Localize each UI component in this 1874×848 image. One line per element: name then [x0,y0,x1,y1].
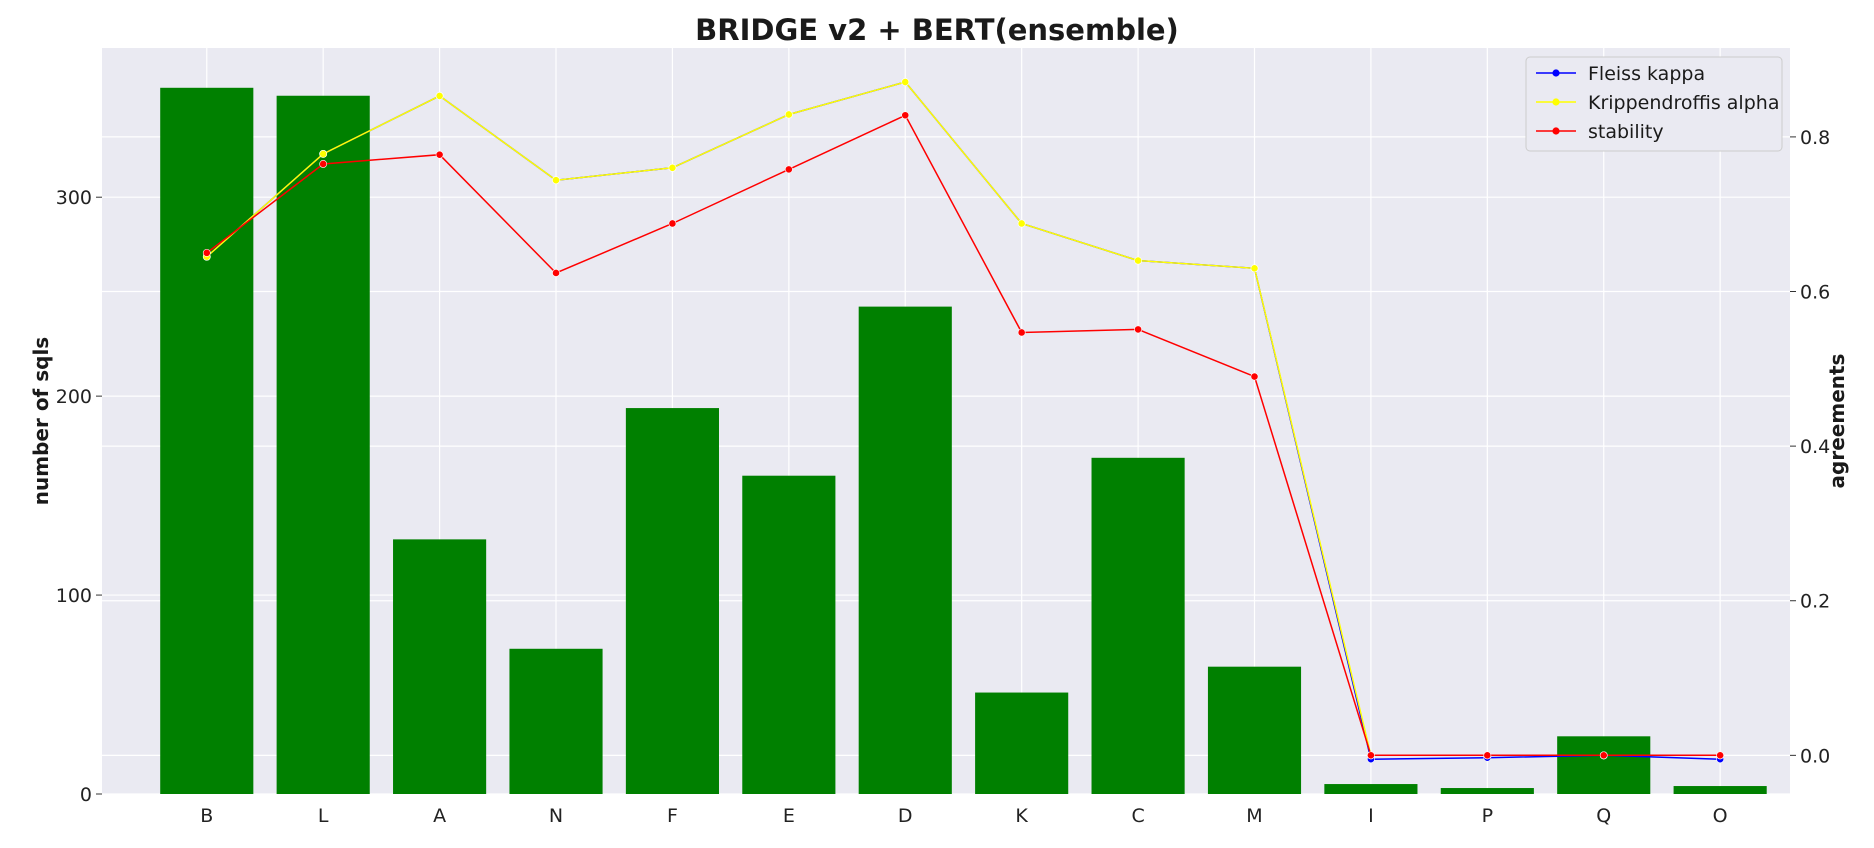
series-lines [202,78,1725,764]
bar-A [393,539,487,794]
bar-B [160,87,254,794]
series-point-2-M [1250,372,1259,381]
series-point-2-C [1134,325,1142,334]
x-tick-label: A [433,805,446,827]
y-tick-label: 100 [56,585,92,607]
bar-O [1673,786,1767,794]
legend-label-0: Fleiss kappa [1588,63,1705,85]
series-point-2-K [1017,328,1026,337]
y2-tick-label: 0.2 [1800,591,1830,613]
x-tick-label: O [1713,805,1728,827]
series-point-1-L [319,150,328,158]
bar-L [276,95,370,794]
series-point-2-D [901,111,910,120]
y-tick-label: 0 [80,784,92,806]
bar-P [1440,788,1534,794]
y-tick-label: 200 [56,386,92,408]
legend-marker-1 [1552,98,1560,106]
x-tick-label: L [318,805,329,827]
series-line-2 [206,114,1721,757]
series-point-2-N [552,269,560,277]
legend-marker-0 [1552,69,1560,77]
legend-label-1: Krippendroffis alpha [1588,92,1779,114]
series-point-2-O [1716,751,1725,760]
x-tick-label: M [1246,805,1262,827]
x-tick-label: N [549,805,563,827]
bar-F [625,408,719,794]
series-point-1-D [901,78,910,86]
x-tick-label: B [200,805,213,827]
y2-axis-label: agreements [1825,354,1849,489]
series-point-2-L [319,160,328,168]
x-tick-label: F [667,805,678,827]
series-point-2-F [668,219,677,228]
bar-M [1207,666,1302,794]
x-tick-label: C [1131,805,1144,827]
y-tick-label: 300 [56,187,92,209]
y2-axis-ticks: 0.0 0.2 0.4 0.6 0.8 [1790,127,1830,767]
legend: Fleiss kappa Krippendroffis alpha stabilit… [1525,56,1783,152]
x-tick-label: I [1368,805,1374,827]
legend-marker-2 [1552,127,1560,135]
y-axis-label: number of sqls [29,337,53,505]
bar-E [742,475,836,794]
series-point-2-B [202,248,211,257]
bar-D [858,306,952,794]
legend-box [1525,56,1783,152]
y2-tick-label: 0.6 [1800,282,1830,304]
series-point-2-Q [1599,751,1608,760]
series-point-2-P [1483,751,1492,760]
x-tick-label: E [783,805,795,827]
series-point-1-E [784,110,793,119]
y-axis-ticks: 0 100 200 300 [56,187,102,806]
y2-tick-label: 0.8 [1800,127,1830,149]
series-point-1-A [435,92,444,100]
series-point-1-K [1017,219,1026,228]
series-point-1-C [1134,256,1142,265]
series-point-2-E [784,165,793,174]
legend-label-2: stability [1588,121,1664,143]
series-point-1-F [668,163,677,172]
y2-tick-label: 0.4 [1800,436,1830,458]
bar-C [1091,457,1185,794]
bar-K [975,692,1069,794]
series-point-2-A [435,150,444,159]
bar-N [509,648,603,794]
x-tick-label: D [898,805,913,827]
bar-I [1324,784,1418,794]
y2-tick-label: 0.0 [1800,745,1830,767]
x-tick-label: P [1482,805,1493,827]
series-point-1-N [552,176,560,185]
chart-title: BRIDGE v2 + BERT(ensemble) [695,13,1179,47]
x-tick-label: K [1015,805,1028,827]
series-point-2-I [1367,751,1375,760]
x-tick-label: Q [1596,805,1611,827]
bars [160,87,1767,794]
series-point-1-M [1250,264,1259,273]
bar-Q [1557,736,1651,794]
